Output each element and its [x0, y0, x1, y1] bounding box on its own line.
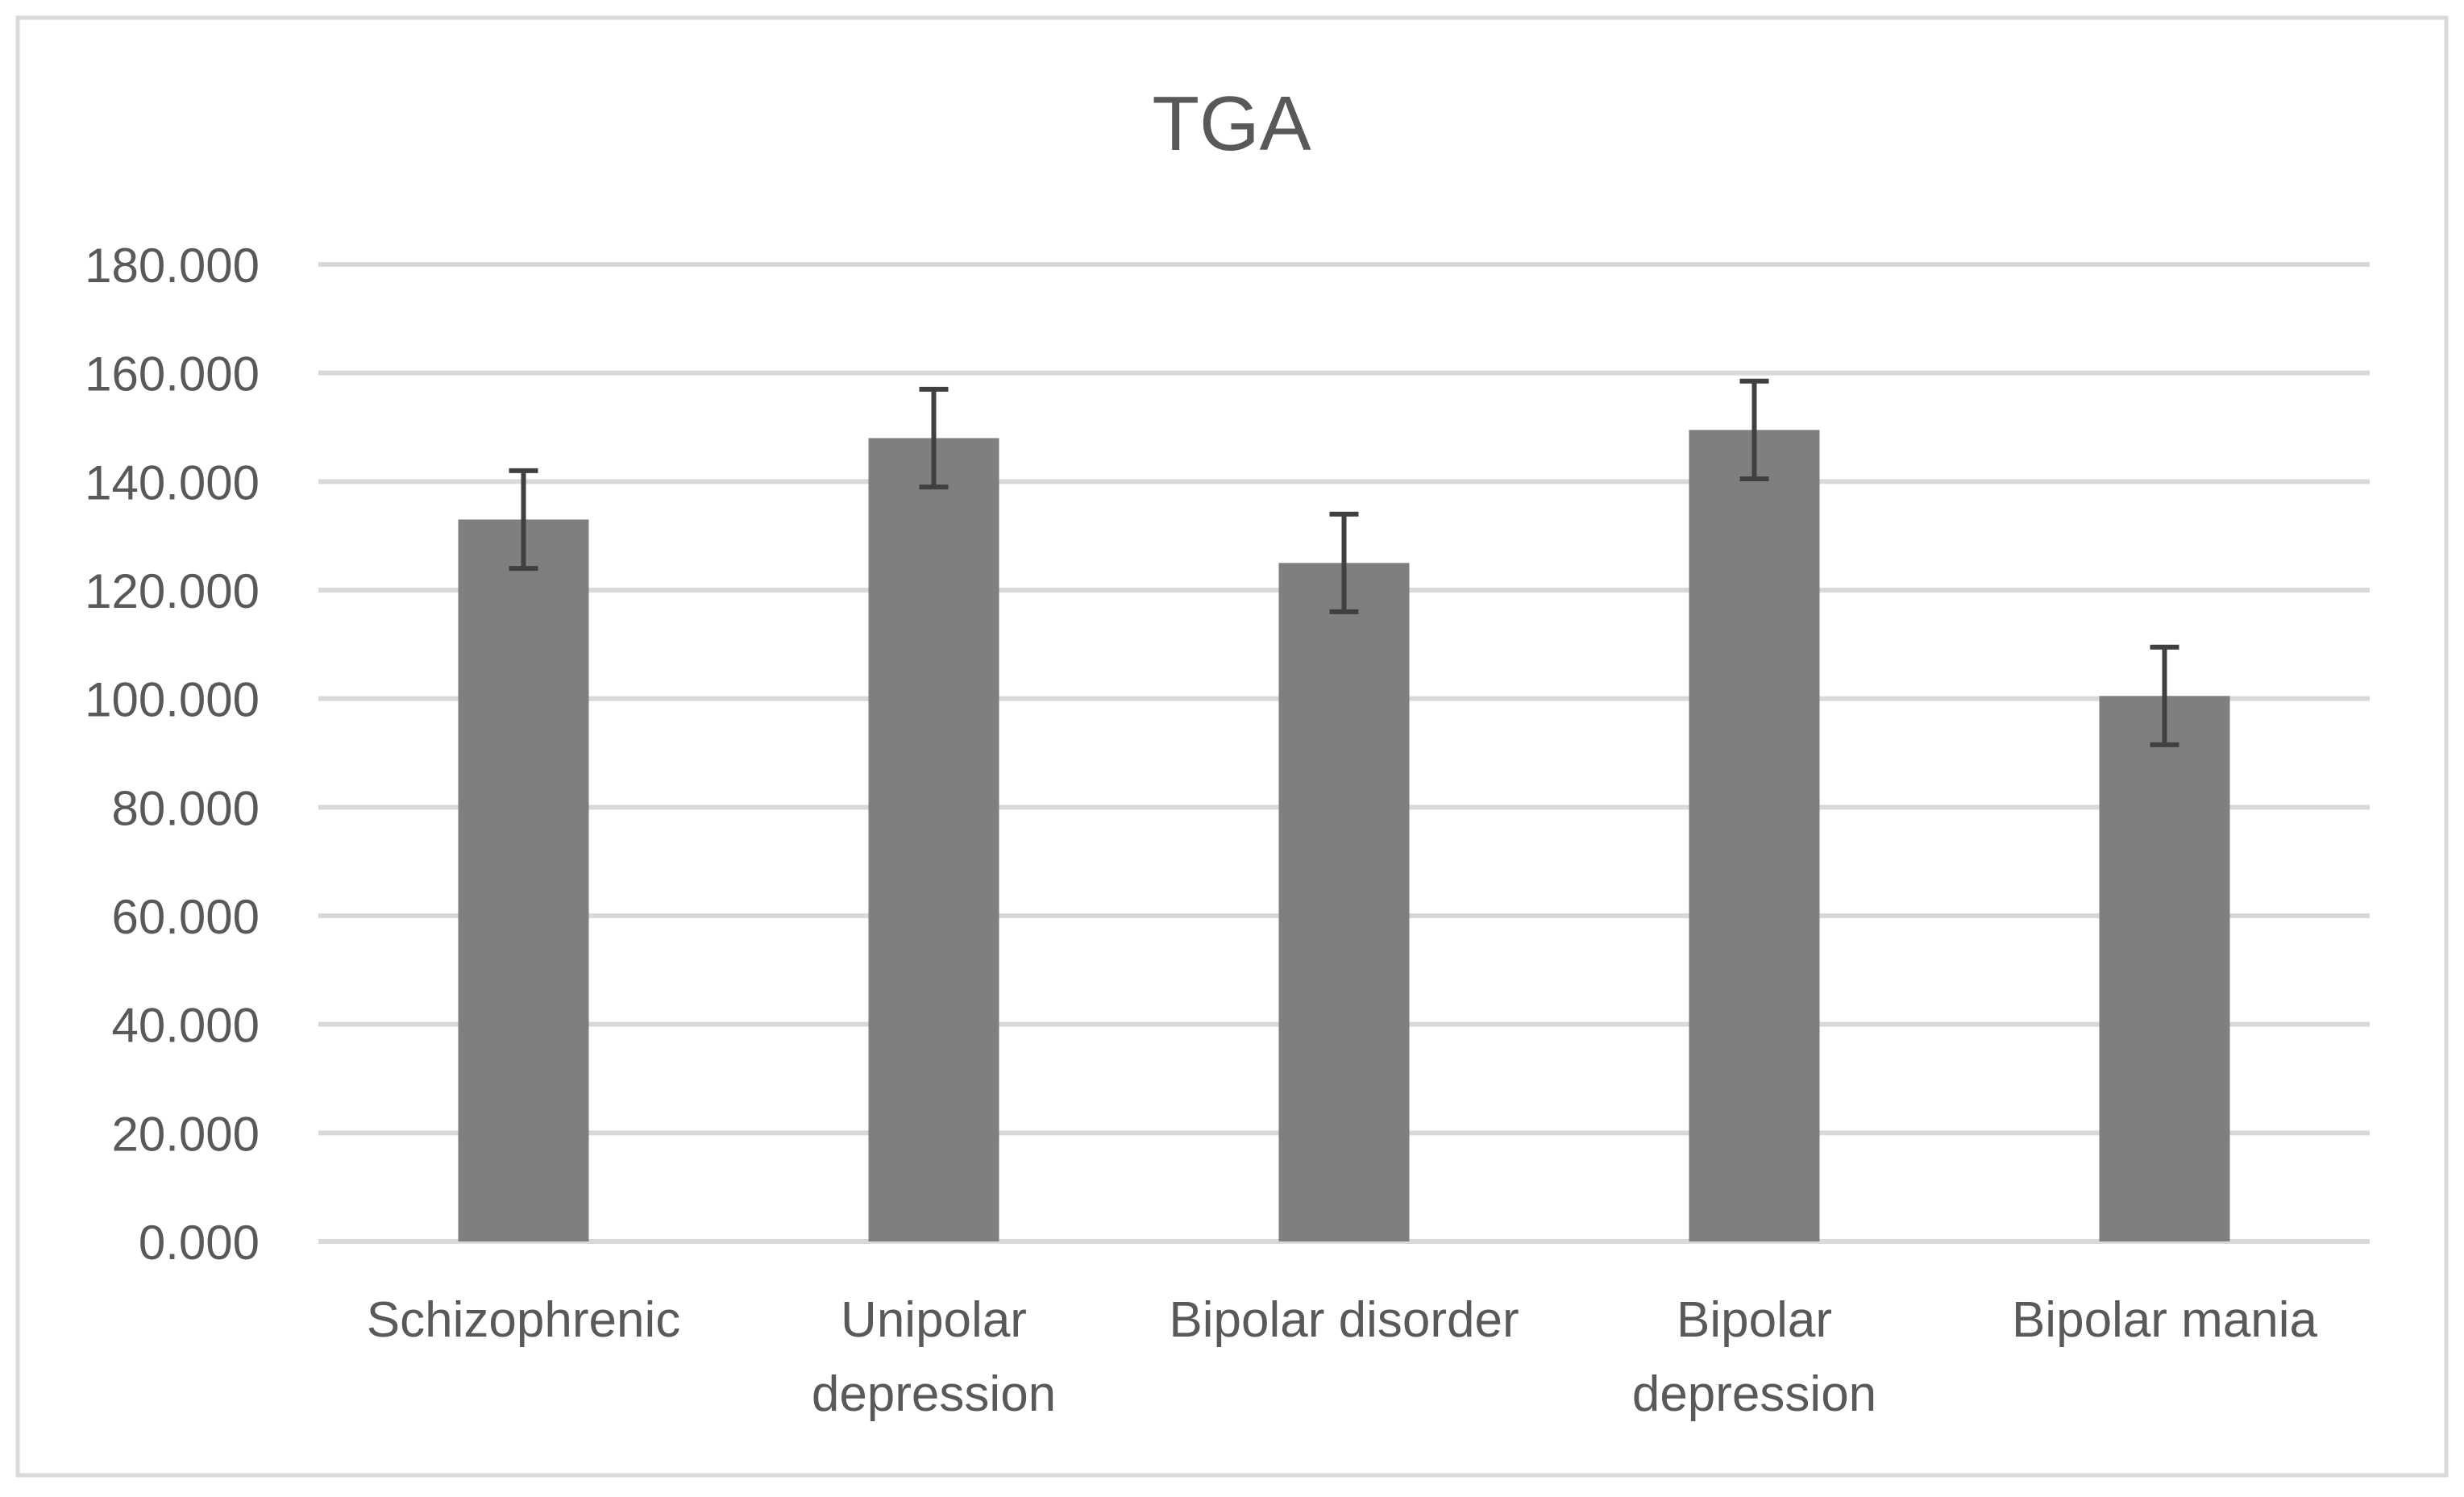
x-axis-ticks: Schizophrenic Unipolar depression Bipolar d… — [367, 1292, 2318, 1422]
y-tick-label: 180.000 — [85, 239, 260, 293]
bar — [2099, 696, 2230, 1241]
x-tick-label: Bipolar disorder — [1169, 1292, 1519, 1348]
y-tick-label: 160.000 — [85, 347, 260, 401]
error-bars — [509, 378, 2179, 747]
y-axis-ticks: 0.000 20.000 40.000 60.000 80.000 100.000 120.… — [85, 239, 260, 1270]
bars — [458, 430, 2230, 1241]
bar — [1278, 563, 1410, 1241]
y-tick-label: 60.000 — [111, 890, 260, 944]
chart-frame — [15, 15, 2449, 1478]
x-tick-label: Bipolar mania — [2012, 1292, 2318, 1348]
x-tick-label: depression — [1632, 1366, 1876, 1422]
x-tick-label: Schizophrenic — [367, 1292, 680, 1348]
y-tick-label: 80.000 — [111, 781, 260, 835]
x-tick-label: depression — [812, 1366, 1056, 1422]
y-tick-label: 40.000 — [111, 999, 260, 1053]
x-tick-label: Bipolar — [1677, 1292, 1832, 1348]
y-tick-label: 20.000 — [111, 1107, 260, 1161]
x-tick-label: Unipolar — [841, 1292, 1027, 1348]
y-tick-label: 0.000 — [139, 1216, 260, 1270]
chart-title: TGA — [1152, 81, 1311, 167]
bar — [1689, 430, 1820, 1241]
y-tick-label: 120.000 — [85, 564, 260, 618]
bar — [868, 438, 999, 1241]
y-tick-label: 100.000 — [85, 673, 260, 727]
y-tick-label: 140.000 — [85, 455, 260, 509]
bar — [458, 519, 589, 1241]
